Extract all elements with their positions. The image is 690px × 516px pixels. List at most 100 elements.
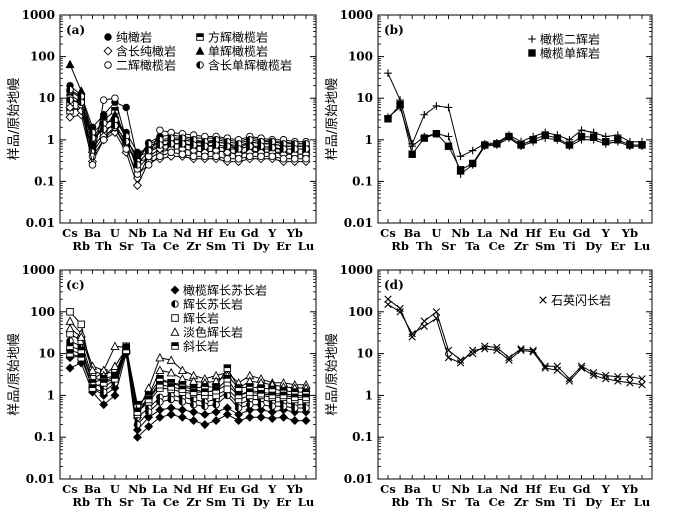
data-point xyxy=(257,389,265,398)
x-tick-label: Y xyxy=(267,482,277,496)
panel-label: (b) xyxy=(384,23,404,37)
data-point xyxy=(178,150,187,158)
data-point xyxy=(167,383,175,391)
series-line xyxy=(69,320,306,414)
series-line xyxy=(69,90,306,175)
data-point xyxy=(76,332,86,341)
data-point xyxy=(66,349,74,358)
data-point xyxy=(189,141,198,149)
x-tick-label: Sr xyxy=(441,239,456,253)
y-tick-label: 1000 xyxy=(22,8,55,22)
data-point xyxy=(420,317,428,325)
x-tick-label: Sr xyxy=(119,239,134,253)
x-tick-label: Ce xyxy=(489,239,505,253)
data-point xyxy=(408,142,416,151)
data-point xyxy=(565,375,574,383)
data-point xyxy=(132,180,142,190)
data-point xyxy=(99,125,108,133)
x-tick-label: Ba xyxy=(84,482,102,496)
x-tick-label: Lu xyxy=(634,495,650,509)
x-tick-label: Ce xyxy=(163,239,179,253)
x-tick-label: Ta xyxy=(141,239,156,253)
data-point xyxy=(626,379,634,387)
legend-label: 方辉橄榄岩 xyxy=(208,30,268,45)
data-point xyxy=(111,94,119,102)
data-point xyxy=(166,403,176,413)
legend-label: 二辉橄榄岩 xyxy=(116,58,176,73)
data-point xyxy=(638,381,646,389)
data-point xyxy=(541,364,549,372)
data-point xyxy=(444,353,453,362)
data-point xyxy=(156,141,164,149)
data-point xyxy=(245,405,255,415)
data-point xyxy=(65,59,75,69)
x-tick-label: Yb xyxy=(621,226,638,240)
y-tick-label: 0.01 xyxy=(344,472,373,486)
data-point xyxy=(156,152,164,161)
series-line xyxy=(69,333,306,413)
data-point xyxy=(212,386,220,395)
legend-marker xyxy=(170,285,180,295)
data-point xyxy=(223,391,232,400)
x-tick-label: Gd xyxy=(241,482,259,496)
data-point xyxy=(155,412,165,422)
legend-label: 斜长岩 xyxy=(183,339,219,354)
data-point xyxy=(144,422,154,431)
data-point xyxy=(223,155,232,163)
data-point xyxy=(234,409,244,419)
x-tick-label: Zr xyxy=(514,239,529,253)
x-tick-label: U xyxy=(431,226,441,240)
x-tick-label: Eu xyxy=(219,482,236,496)
data-point xyxy=(432,308,441,316)
legend-label: 淡色辉长岩 xyxy=(183,325,243,340)
data-point xyxy=(87,365,98,374)
x-tick-label: Er xyxy=(610,495,626,509)
data-point xyxy=(302,155,310,163)
data-point xyxy=(189,136,198,144)
series-line xyxy=(69,328,306,416)
series-line xyxy=(387,106,642,175)
data-point xyxy=(493,140,501,148)
data-point xyxy=(268,385,277,394)
x-tick-label: Ba xyxy=(404,482,422,496)
y-tick-label: 1 xyxy=(47,388,55,402)
data-point xyxy=(189,407,199,417)
y-axis-label: 样品/原始地幔 xyxy=(7,333,22,415)
data-point xyxy=(111,375,119,383)
x-tick-label: Hf xyxy=(197,482,214,496)
legend-marker xyxy=(528,35,536,43)
x-tick-label: Sr xyxy=(119,495,134,509)
data-point xyxy=(156,380,164,389)
data-point xyxy=(246,142,254,150)
x-tick-label: Rb xyxy=(391,239,409,253)
data-point xyxy=(133,161,142,169)
legend-marker xyxy=(171,300,179,308)
x-tick-label: Zr xyxy=(514,495,529,509)
data-point xyxy=(279,391,288,400)
data-point xyxy=(167,134,175,142)
series-line xyxy=(69,89,306,163)
data-point xyxy=(178,398,187,406)
series-line xyxy=(387,103,642,171)
x-tick-label: Dy xyxy=(253,239,270,253)
data-point xyxy=(577,362,586,370)
series-10 xyxy=(66,346,310,416)
data-point xyxy=(481,141,489,149)
series-line xyxy=(69,340,306,419)
y-tick-label: 1 xyxy=(365,388,373,402)
x-tick-label: Hf xyxy=(525,482,542,496)
data-point xyxy=(279,402,288,411)
y-tick-label: 0.1 xyxy=(34,174,55,188)
data-point xyxy=(505,353,513,362)
x-tick-label: Rb xyxy=(72,495,90,509)
data-point xyxy=(65,363,75,373)
x-tick-label: Sm xyxy=(535,239,555,253)
x-tick-label: La xyxy=(477,226,493,240)
x-tick-label: Nd xyxy=(500,226,519,240)
data-point xyxy=(614,377,622,385)
data-point xyxy=(468,159,477,168)
series-line xyxy=(69,348,306,414)
series-1 xyxy=(384,295,646,383)
x-tick-label: Nb xyxy=(451,482,470,496)
series-line xyxy=(69,99,306,166)
